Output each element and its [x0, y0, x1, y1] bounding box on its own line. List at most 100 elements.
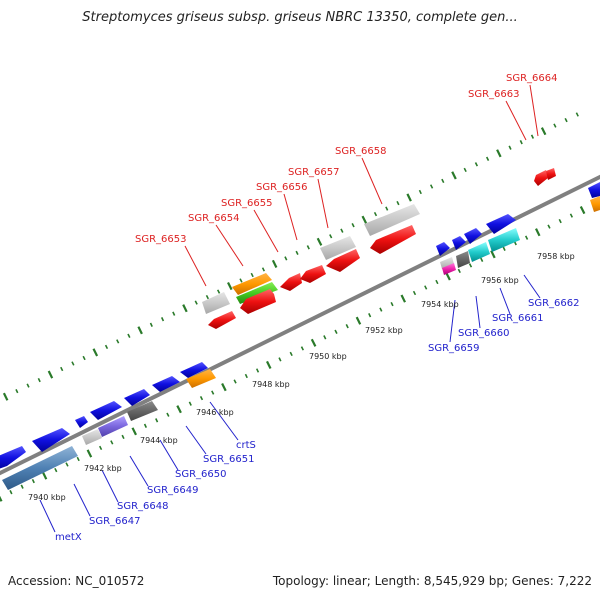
gene-label-sgr-6660[interactable]: SGR_6660 [458, 328, 510, 339]
scale-label: 7956 kbp [481, 276, 519, 285]
gene-label-sgr-6650[interactable]: SGR_6650 [175, 469, 227, 480]
scale-tick [116, 339, 120, 344]
gene-reverse-strand[interactable] [300, 265, 326, 283]
scale-tick [54, 467, 58, 473]
gene-feature[interactable] [488, 228, 520, 252]
gene-feature[interactable] [320, 236, 356, 260]
scale-tick [271, 259, 278, 268]
gene-feature[interactable] [364, 204, 420, 236]
gene-label-sgr-6656[interactable]: SGR_6656 [256, 182, 308, 193]
gene-feature[interactable] [468, 242, 490, 262]
gene-forward-strand[interactable] [0, 446, 26, 470]
scale-tick [306, 245, 310, 250]
gene-feature[interactable] [590, 196, 600, 212]
gene-reverse-strand[interactable] [326, 249, 360, 272]
gene-forward-strand[interactable] [464, 228, 482, 244]
scale-tick [211, 390, 215, 395]
gene-label-crts[interactable]: crtS [236, 440, 256, 451]
scale-tick [502, 246, 506, 251]
bottom-gene-labels: metX SGR_6647 SGR_6648 SGR_6649 SGR_6650… [55, 298, 580, 543]
gene-reverse-strand[interactable] [546, 168, 556, 180]
scale-tick [98, 445, 103, 451]
scale-tick [37, 377, 41, 383]
scale-tick [266, 360, 272, 369]
scale-tick [176, 405, 182, 414]
gene-feature[interactable] [232, 273, 272, 295]
label-leader-lines [39, 84, 541, 533]
gene-feature[interactable] [82, 429, 102, 445]
gene-forward-strand[interactable] [452, 236, 466, 250]
scale-tick [284, 256, 288, 261]
scale-tick [323, 335, 327, 340]
label-leader-line [39, 499, 56, 533]
scale-tick [26, 383, 30, 388]
label-leader-line [101, 469, 119, 503]
gene-label-sgr-6647[interactable]: SGR_6647 [89, 516, 141, 527]
gene-forward-strand[interactable] [32, 428, 70, 452]
gene-reverse-strand[interactable] [370, 225, 416, 254]
label-leader-line [529, 84, 539, 137]
scale-tick [137, 326, 143, 335]
gene-reverse-strand[interactable] [208, 311, 236, 329]
scale-tick [390, 301, 394, 307]
gene-forward-strand[interactable] [486, 214, 516, 234]
gene-feature[interactable] [442, 263, 456, 275]
gene-forward-strand[interactable] [436, 242, 450, 256]
gene-forward-strand[interactable] [90, 401, 122, 420]
gene-reverse-strand[interactable] [240, 289, 276, 314]
gene-label-sgr-6649[interactable]: SGR_6649 [147, 485, 199, 496]
gene-label-sgr-6664[interactable]: SGR_6664 [506, 73, 558, 84]
scale-tick [351, 223, 355, 228]
scale-tick [457, 268, 461, 274]
gene-feature[interactable] [127, 401, 158, 421]
gene-label-sgr-6657[interactable]: SGR_6657 [288, 167, 340, 178]
scale-tick [558, 218, 562, 224]
gene-feature[interactable] [2, 446, 78, 490]
gene-feature[interactable] [186, 369, 216, 388]
gene-label-sgr-6661[interactable]: SGR_6661 [492, 313, 544, 324]
scale-tick [368, 313, 372, 318]
gene-label-sgr-6658[interactable]: SGR_6658 [335, 146, 387, 157]
scale-tick [385, 206, 389, 211]
gene-features[interactable] [0, 168, 600, 490]
gene-label-sgr-6662[interactable]: SGR_6662 [528, 298, 580, 309]
gene-forward-strand[interactable] [180, 362, 208, 378]
scale-tick [474, 162, 479, 167]
scale-tick [300, 346, 305, 351]
gene-label-sgr-6654[interactable]: SGR_6654 [188, 213, 240, 224]
scale-tick [261, 267, 266, 272]
gene-feature[interactable] [440, 257, 454, 269]
scale-tick [310, 338, 317, 347]
gene-label-metx[interactable]: metX [55, 532, 82, 543]
scale-tick [547, 224, 551, 229]
gene-label-sgr-6653[interactable]: SGR_6653 [135, 234, 187, 245]
gene-feature[interactable] [236, 282, 278, 304]
scale-tick [345, 324, 349, 329]
gene-forward-strand[interactable] [124, 389, 150, 406]
gene-feature[interactable] [98, 416, 128, 437]
gene-label-sgr-6659[interactable]: SGR_6659 [428, 343, 480, 354]
scale-tick [244, 373, 248, 379]
scale-tick [340, 228, 344, 233]
label-leader-line [499, 287, 511, 315]
scale-tick [412, 290, 417, 296]
scale-tick [182, 304, 188, 313]
gene-label-sgr-6655[interactable]: SGR_6655 [221, 198, 273, 209]
label-leader-line [129, 455, 149, 487]
gene-forward-strand[interactable] [588, 182, 600, 198]
scale-label: 7950 kbp [309, 352, 347, 361]
gene-feature[interactable] [456, 251, 470, 268]
scale-tick [127, 333, 131, 338]
gene-label-sgr-6663[interactable]: SGR_6663 [468, 89, 520, 100]
gene-reverse-strand[interactable] [534, 170, 548, 186]
gene-label-sgr-6651[interactable]: SGR_6651 [203, 454, 255, 465]
scale-tick [564, 117, 568, 123]
scale-tick [149, 322, 153, 327]
gene-label-sgr-6648[interactable]: SGR_6648 [117, 501, 169, 512]
gene-forward-strand[interactable] [75, 416, 88, 428]
gene-forward-strand[interactable] [152, 376, 180, 392]
scale-tick [82, 355, 86, 361]
gene-feature[interactable] [202, 292, 230, 314]
gene-reverse-strand[interactable] [280, 273, 302, 291]
